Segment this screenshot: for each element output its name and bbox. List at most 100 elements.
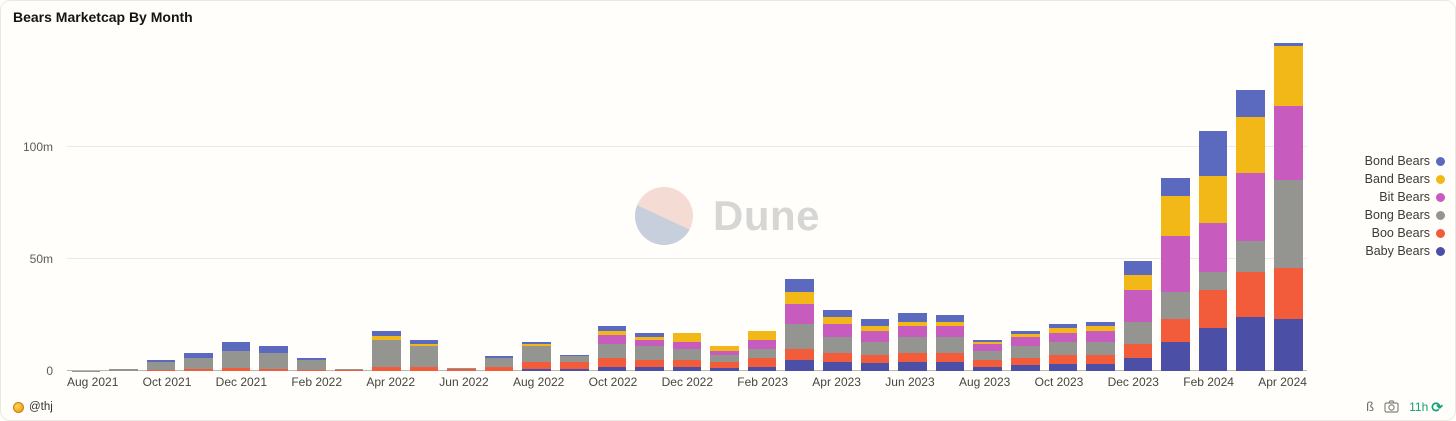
segment-bong-bears — [935, 337, 965, 354]
legend-item-baby-bears[interactable]: Baby Bears — [1365, 244, 1445, 258]
segment-boo-bears — [259, 368, 288, 371]
bar-nov-2021[interactable] — [180, 41, 218, 371]
bar-jun-2023[interactable] — [894, 41, 932, 371]
bar-dec-2023[interactable] — [1119, 41, 1157, 371]
chart-title[interactable]: Bears Marketcap By Month — [13, 9, 193, 25]
refresh-control[interactable]: 11h ⟳ — [1409, 400, 1443, 414]
segment-bond-bears — [860, 319, 890, 327]
bar-jun-2022[interactable] — [443, 41, 481, 371]
segment-bong-bears — [109, 369, 138, 371]
segment-bong-bears — [1161, 292, 1190, 320]
segment-boo-bears — [1236, 272, 1265, 318]
segment-bong-bears — [1086, 341, 1115, 356]
bar-feb-2023[interactable] — [743, 41, 781, 371]
bar-sep-2021[interactable] — [105, 41, 143, 371]
bar-mar-2024[interactable] — [1232, 41, 1270, 371]
bar-jan-2023[interactable] — [706, 41, 744, 371]
segment-bit-bears — [1086, 330, 1115, 342]
bar-jan-2024[interactable] — [1157, 41, 1195, 371]
x-tick-label: Oct 2023 — [1034, 375, 1084, 389]
segment-boo-bears — [334, 369, 364, 371]
legend-item-bond-bears[interactable]: Bond Bears — [1365, 154, 1445, 168]
camera-icon[interactable] — [1384, 400, 1399, 413]
bar-jul-2023[interactable] — [931, 41, 969, 371]
segment-band-bears — [823, 317, 852, 324]
x-tick-slot: Aug 2023 — [959, 375, 1010, 389]
bar-aug-2021[interactable] — [67, 41, 105, 371]
legend-item-bit-bears[interactable]: Bit Bears — [1379, 190, 1445, 204]
bar-feb-2024[interactable] — [1194, 41, 1232, 371]
legend-item-bong-bears[interactable]: Bong Bears — [1365, 208, 1445, 222]
segment-baby-bears — [973, 366, 1002, 371]
segment-bong-bears — [184, 357, 213, 369]
bar-dec-2022[interactable] — [668, 41, 706, 371]
segment-bond-bears — [635, 332, 664, 338]
segment-boo-bears — [935, 353, 965, 363]
bar-oct-2022[interactable] — [593, 41, 631, 371]
segment-baby-bears — [710, 367, 739, 371]
segment-baby-bears — [785, 359, 815, 371]
segment-bit-bears — [1048, 332, 1078, 342]
footer-author: @thj — [13, 401, 53, 413]
bar-sep-2023[interactable] — [1006, 41, 1044, 371]
legend-label: Boo Bears — [1371, 226, 1430, 240]
bar-mar-2023[interactable] — [781, 41, 819, 371]
bar-jul-2022[interactable] — [480, 41, 518, 371]
x-tick-slot: Oct 2021 — [143, 375, 192, 389]
bar-jan-2022[interactable] — [255, 41, 293, 371]
x-tick-slot: Dec 2022 — [662, 375, 713, 389]
bar-aug-2022[interactable] — [518, 41, 556, 371]
y-tick-label: 50m — [29, 251, 53, 266]
segment-bond-bears — [823, 310, 852, 318]
bar-oct-2021[interactable] — [142, 41, 180, 371]
bar-mar-2022[interactable] — [330, 41, 368, 371]
bar-sep-2022[interactable] — [556, 41, 594, 371]
segment-bit-bears — [1123, 290, 1153, 322]
legend-item-boo-bears[interactable]: Boo Bears — [1372, 226, 1445, 240]
x-tick-slot: Apr 2022 — [366, 375, 415, 389]
bar-may-2023[interactable] — [856, 41, 894, 371]
segment-band-bears — [1161, 195, 1190, 237]
bar-feb-2022[interactable] — [292, 41, 330, 371]
bar-may-2022[interactable] — [405, 41, 443, 371]
segment-bong-bears — [409, 346, 439, 367]
x-tick-slot — [637, 375, 661, 389]
legend-dot — [1436, 174, 1445, 184]
x-tick-slot — [713, 375, 737, 389]
bar-apr-2023[interactable] — [819, 41, 857, 371]
segment-band-bears — [672, 332, 702, 342]
bar-aug-2023[interactable] — [969, 41, 1007, 371]
segment-bong-bears — [484, 357, 514, 367]
segment-bit-bears — [935, 326, 965, 338]
bar-oct-2023[interactable] — [1044, 41, 1082, 371]
x-tick-slot: Feb 2023 — [737, 375, 788, 389]
x-tick-slot — [267, 375, 291, 389]
segment-bit-bears — [785, 303, 815, 324]
segment-bond-bears — [146, 359, 176, 363]
segment-bong-bears — [635, 346, 664, 360]
segment-bit-bears — [672, 341, 702, 349]
x-tick-label: Dec 2023 — [1107, 375, 1159, 389]
segment-boo-bears — [973, 359, 1002, 367]
segment-band-bears — [1198, 175, 1228, 223]
bar-apr-2024[interactable] — [1270, 41, 1308, 371]
x-tick-slot: Dec 2023 — [1108, 375, 1159, 389]
bar-apr-2022[interactable] — [368, 41, 406, 371]
segment-baby-bears — [1198, 328, 1228, 371]
segment-band-bears — [597, 330, 627, 336]
segment-bong-bears — [146, 362, 176, 370]
segment-boo-bears — [1086, 355, 1115, 365]
bar-dec-2021[interactable] — [217, 41, 255, 371]
legend-label: Baby Bears — [1365, 244, 1430, 258]
bar-nov-2022[interactable] — [631, 41, 669, 371]
beta-glyph-icon[interactable]: ß — [1366, 399, 1375, 414]
segment-boo-bears — [184, 368, 213, 371]
x-tick-slot — [564, 375, 588, 389]
author-handle[interactable]: @thj — [29, 401, 53, 413]
legend-item-band-bears[interactable]: Band Bears — [1365, 172, 1445, 186]
segment-baby-bears — [898, 362, 927, 371]
segment-band-bears — [785, 292, 815, 304]
bar-nov-2023[interactable] — [1082, 41, 1120, 371]
x-tick-slot: Apr 2023 — [812, 375, 861, 389]
segment-bong-bears — [1048, 341, 1078, 356]
